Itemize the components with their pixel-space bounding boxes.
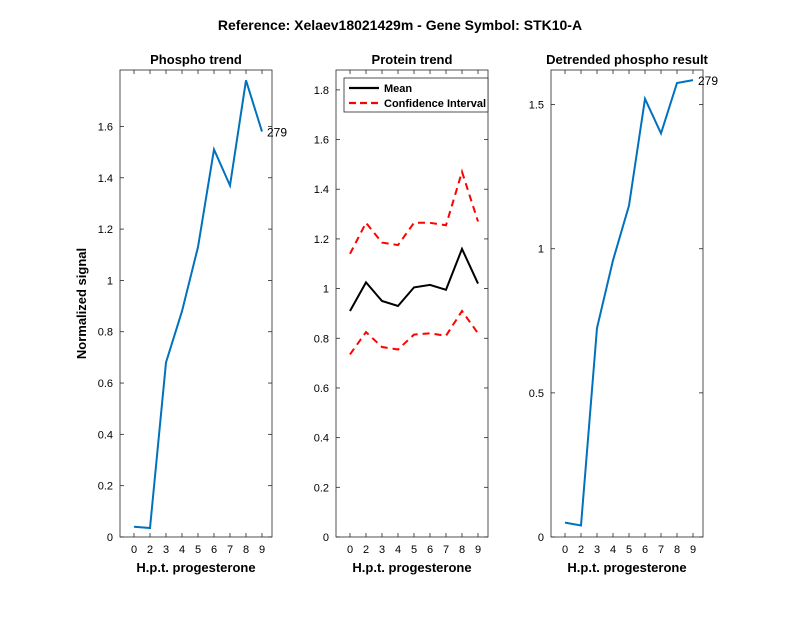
phospho-trend-xtick-label: 5 bbox=[195, 544, 201, 556]
phospho-trend-xtick-label: 7 bbox=[227, 544, 233, 556]
detrended-phospho-xtick-label: 7 bbox=[658, 544, 664, 556]
protein-trend-xtick-label: 9 bbox=[475, 544, 481, 556]
protein-trend-legend: Mean Confidence Interval bbox=[343, 77, 489, 113]
phospho-trend-series-0-line bbox=[133, 80, 263, 530]
protein-trend-xtick-label: 4 bbox=[395, 544, 401, 556]
phospho-trend-title: Phospho trend bbox=[150, 52, 242, 67]
phospho-trend-xtick-label: 4 bbox=[179, 544, 185, 556]
phospho-trend-xtick-label: 9 bbox=[259, 544, 265, 556]
phospho-trend-ytick-label: 0.4 bbox=[98, 429, 113, 441]
phospho-trend-xtick-label: 3 bbox=[163, 544, 169, 556]
detrended-phospho-plot-area bbox=[550, 69, 704, 538]
protein-trend-xtick-label: 7 bbox=[443, 544, 449, 556]
protein-trend-xtick-label: 5 bbox=[411, 544, 417, 556]
detrended-phospho-xtick-label: 8 bbox=[674, 544, 680, 556]
phospho-trend-xtick-label: 0 bbox=[131, 544, 137, 556]
phospho-trend-ylabel: Normalized signal bbox=[74, 248, 89, 359]
protein-trend-title: Protein trend bbox=[372, 52, 453, 67]
phospho-trend-xtick-label: 8 bbox=[243, 544, 249, 556]
phospho-trend-ytick-label: 0.6 bbox=[98, 378, 113, 390]
phospho-trend-ytick-label: 0.2 bbox=[98, 481, 113, 493]
protein-trend-plot-area bbox=[335, 69, 489, 538]
protein-trend-ytick-label: 1.6 bbox=[314, 135, 329, 147]
detrended-phospho-xlabel: H.p.t. progesterone bbox=[567, 560, 686, 575]
phospho-trend-ytick-label: 1.6 bbox=[98, 121, 113, 133]
detrended-phospho-ytick-label: 0.5 bbox=[529, 388, 544, 400]
protein-trend-series-1-line bbox=[349, 168, 479, 255]
detrended-phospho-ytick-label: 1.5 bbox=[529, 100, 544, 112]
legend-box bbox=[343, 77, 489, 113]
detrended-phospho-xtick-label: 9 bbox=[690, 544, 696, 556]
detrended-phospho-xtick-label: 5 bbox=[626, 544, 632, 556]
phospho-trend-xlabel: H.p.t. progesterone bbox=[136, 560, 255, 575]
phospho-trend-ytick-label: 1.4 bbox=[98, 173, 113, 185]
protein-trend-xtick-label: 6 bbox=[427, 544, 433, 556]
protein-trend-series-0-line bbox=[349, 246, 479, 312]
protein-trend-xtick-label: 8 bbox=[459, 544, 465, 556]
detrended-phospho-xtick-label: 4 bbox=[610, 544, 616, 556]
detrended-phospho-series-0-line bbox=[564, 79, 694, 527]
protein-trend-xlabel: H.p.t. progesterone bbox=[352, 560, 471, 575]
protein-trend-ytick-label: 0.6 bbox=[314, 383, 329, 395]
protein-trend-ytick-label: 0.8 bbox=[314, 333, 329, 345]
phospho-trend-ytick-label: 0 bbox=[107, 532, 113, 544]
chart-panel-protein-trend: Protein trend 0 0.2 0.4 0.6 0.8 1 1.2 1.4 1.6 1.8 0… bbox=[314, 52, 489, 575]
protein-trend-ytick-label: 1.4 bbox=[314, 184, 329, 196]
protein-trend-ytick-label: 1.8 bbox=[314, 85, 329, 97]
protein-trend-ytick-label: 0.4 bbox=[314, 433, 329, 445]
phospho-trend-ytick-label: 0.8 bbox=[98, 327, 113, 339]
detrended-phospho-ytick-label: 0 bbox=[538, 532, 544, 544]
protein-trend-xtick-label: 0 bbox=[347, 544, 353, 556]
protein-trend-series-2-line bbox=[349, 309, 479, 355]
phospho-trend-ytick-label: 1.2 bbox=[98, 224, 113, 236]
protein-trend-ytick-label: 1 bbox=[323, 284, 329, 296]
protein-trend-xtick-label: 3 bbox=[379, 544, 385, 556]
detrended-phospho-ytick-label: 1 bbox=[538, 244, 544, 256]
protein-trend-ytick-label: 0.2 bbox=[314, 482, 329, 494]
detrended-phospho-xtick-label: 6 bbox=[642, 544, 648, 556]
detrended-phospho-title: Detrended phospho result bbox=[546, 52, 708, 67]
phospho-trend-xtick-label: 6 bbox=[211, 544, 217, 556]
figure-title: Reference: Xelaev18021429m - Gene Symbol… bbox=[218, 17, 582, 33]
detrended-phospho-end-label: 279 bbox=[698, 74, 718, 88]
phospho-trend-xtick-label: 2 bbox=[147, 544, 153, 556]
protein-trend-ytick-label: 1.2 bbox=[314, 234, 329, 246]
detrended-phospho-xtick-label: 3 bbox=[594, 544, 600, 556]
phospho-trend-end-label: 279 bbox=[267, 126, 287, 140]
phospho-trend-ytick-label: 1 bbox=[107, 275, 113, 287]
detrended-phospho-xtick-label: 0 bbox=[562, 544, 568, 556]
protein-trend-xtick-label: 2 bbox=[363, 544, 369, 556]
legend-label: Mean bbox=[384, 83, 412, 95]
phospho-trend-plot-area bbox=[119, 69, 273, 538]
protein-trend-ytick-label: 0 bbox=[323, 532, 329, 544]
detrended-phospho-xtick-label: 2 bbox=[578, 544, 584, 556]
legend-label: Confidence Interval bbox=[384, 98, 486, 110]
